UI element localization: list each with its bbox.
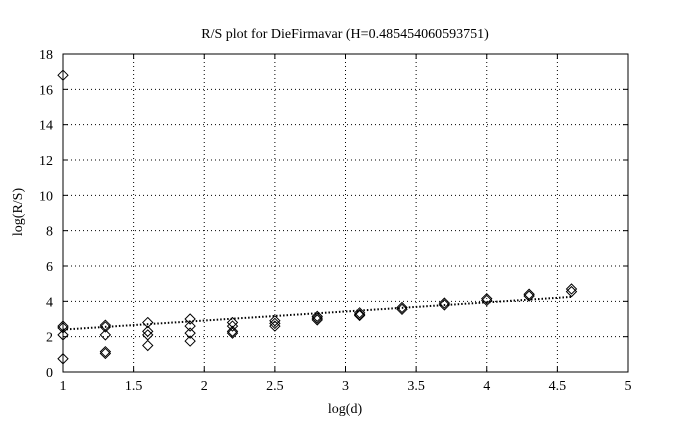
x-tick-label: 1 xyxy=(60,379,67,394)
y-tick-label: 6 xyxy=(46,260,53,275)
data-point-diamond xyxy=(523,288,535,300)
data-point-diamond xyxy=(481,294,493,307)
data-point-diamond xyxy=(226,320,239,332)
data-point-diamond xyxy=(142,329,154,341)
data-point-diamond xyxy=(353,308,366,321)
data-point-diamond xyxy=(142,339,154,352)
data-point-diamond xyxy=(523,290,535,302)
data-point-diamond xyxy=(311,312,323,324)
y-tick-label: 16 xyxy=(39,83,53,98)
x-tick-label: 2 xyxy=(201,379,208,394)
data-point-diamond xyxy=(184,327,196,339)
data-point-diamond xyxy=(438,299,451,311)
x-tick-label: 4.5 xyxy=(549,379,567,394)
data-point-diamond xyxy=(57,320,69,332)
data-point-diamond xyxy=(396,301,408,314)
data-point-diamond xyxy=(311,310,323,323)
data-point-diamond xyxy=(269,320,281,332)
data-point-diamond xyxy=(57,69,69,81)
data-point-diamond xyxy=(99,345,112,358)
data-point-diamond xyxy=(565,283,578,295)
data-point-diamond xyxy=(353,307,366,319)
data-point-diamond xyxy=(311,314,323,326)
y-tick-label: 18 xyxy=(39,48,53,63)
x-tick-label: 3.5 xyxy=(407,379,425,394)
data-point-diamond xyxy=(226,325,239,338)
data-point-diamond xyxy=(226,327,239,339)
data-point-diamond xyxy=(99,321,112,333)
data-points xyxy=(57,69,578,365)
data-point-diamond xyxy=(57,329,69,341)
data-point-diamond xyxy=(142,316,154,329)
axis-ticks: 1 1.5 2 2.5 3 3.5 4 4.5 5 0 2 4 6 8 10 12 14 16 18 xyxy=(39,48,632,394)
y-tick-label: 14 xyxy=(39,119,53,134)
data-point-diamond xyxy=(396,303,408,315)
x-tick-label: 2.5 xyxy=(266,379,284,394)
data-point-diamond xyxy=(184,320,196,332)
x-tick-label: 1.5 xyxy=(125,379,143,394)
data-point-diamond xyxy=(565,285,578,298)
data-point-diamond xyxy=(481,292,493,305)
data-point-diamond xyxy=(353,309,366,322)
data-point-diamond xyxy=(269,317,281,330)
chart-title: R/S plot for DieFirmavar (H=0.4854540605… xyxy=(201,27,489,42)
fit-line-layer xyxy=(62,295,572,331)
data-point-diamond xyxy=(269,315,281,327)
data-point-diamond xyxy=(99,347,112,360)
data-point-diamond xyxy=(57,322,69,334)
y-axis-label: log(R/S) xyxy=(11,188,26,237)
data-point-diamond xyxy=(438,297,451,309)
x-tick-label: 4 xyxy=(483,379,490,394)
y-tick-label: 0 xyxy=(46,366,53,381)
y-tick-label: 4 xyxy=(46,295,53,310)
data-point-diamond xyxy=(57,353,69,365)
x-tick-label: 5 xyxy=(625,379,632,394)
y-tick-label: 8 xyxy=(46,225,53,240)
y-tick-label: 12 xyxy=(39,154,53,169)
y-tick-label: 10 xyxy=(39,189,53,204)
data-point-diamond xyxy=(99,329,112,341)
data-point-diamond xyxy=(184,335,196,347)
fit-line xyxy=(62,295,572,331)
data-point-diamond xyxy=(142,325,154,338)
grid-lines xyxy=(63,54,628,372)
x-tick-label: 3 xyxy=(342,379,349,394)
data-point-diamond xyxy=(184,313,196,325)
y-tick-label: 2 xyxy=(46,331,53,346)
x-axis-label: log(d) xyxy=(328,402,363,417)
